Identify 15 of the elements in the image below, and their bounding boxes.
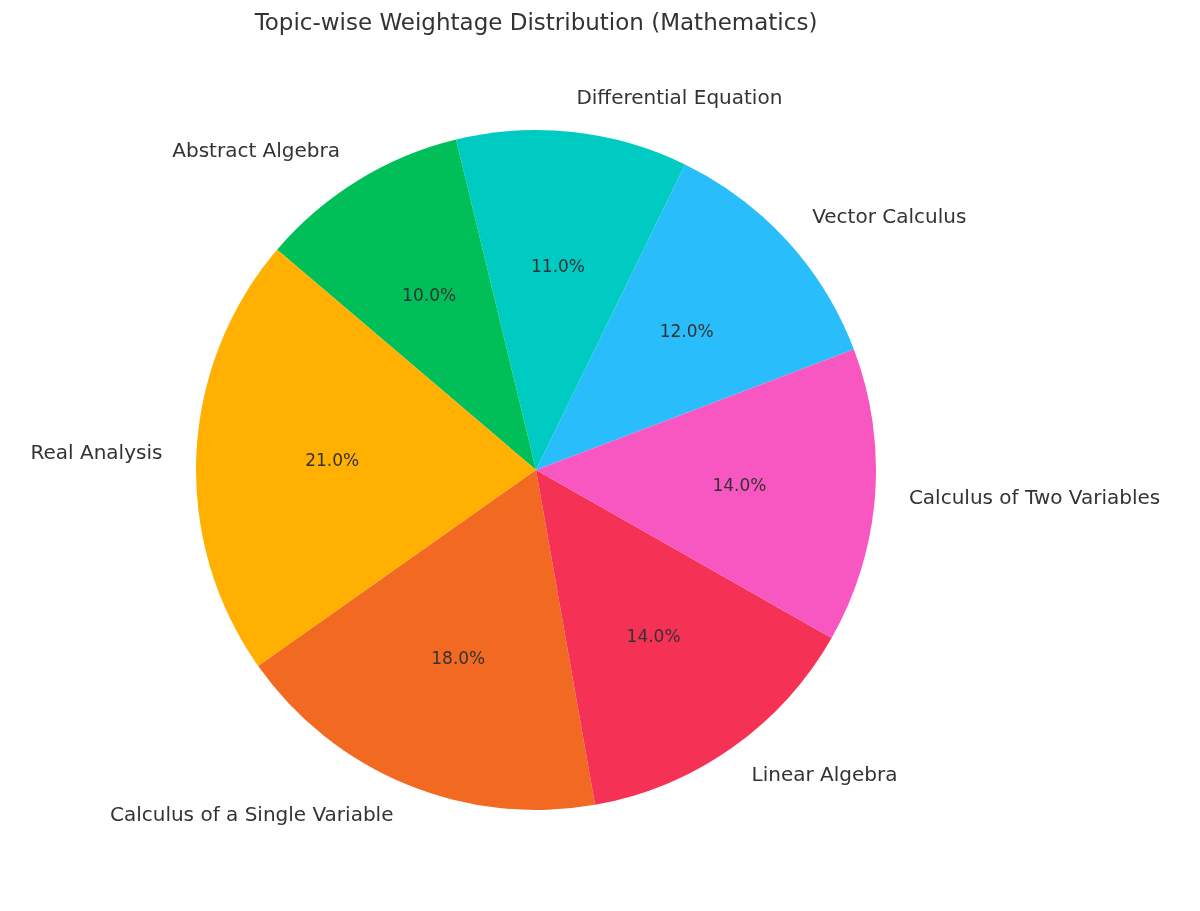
slice-label: Real Analysis <box>30 439 163 464</box>
slice-label: Calculus of a Single Variable <box>109 802 394 827</box>
data-label: 10.0% <box>402 285 457 306</box>
data-label: 14.0% <box>626 625 681 646</box>
data-label: 12.0% <box>659 321 714 342</box>
slice-label: Abstract Algebra <box>172 137 341 162</box>
data-label: 18.0% <box>431 647 486 668</box>
data-label: 14.0% <box>712 474 767 495</box>
data-label: 11.0% <box>531 256 586 277</box>
slice-label: Differential Equation <box>576 84 783 109</box>
data-label: 21.0% <box>305 449 360 470</box>
slice-label: Calculus of Two Variables <box>908 485 1161 510</box>
slice-label: Vector Calculus <box>812 204 967 229</box>
slice-label: Linear Algebra <box>751 762 898 787</box>
chart-title: Topic-wise Weightage Distribution (Mathematics) <box>253 9 818 35</box>
